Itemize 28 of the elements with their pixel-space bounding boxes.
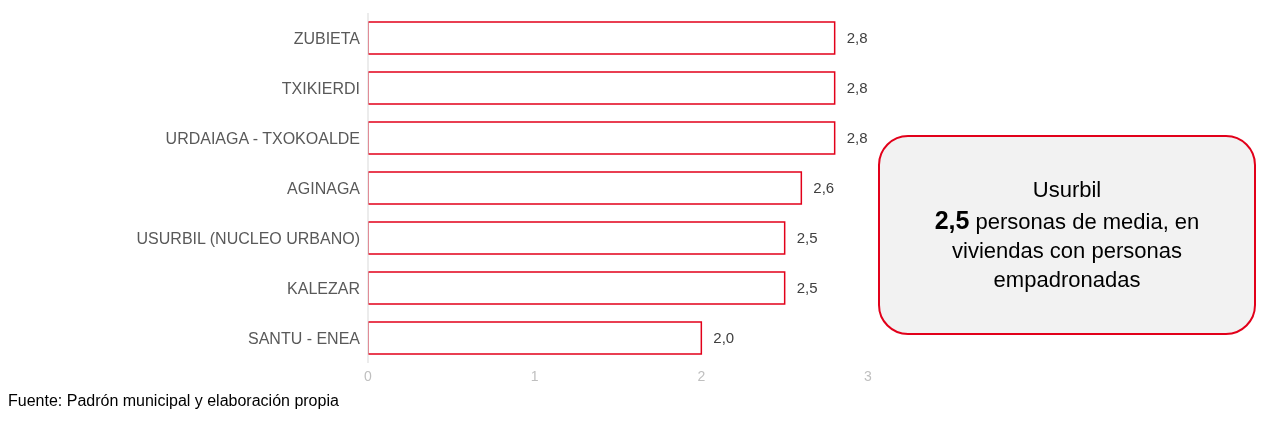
y-tick-label: URDAIAGA - TXOKOALDE <box>165 129 360 147</box>
data-label: 2,8 <box>846 79 868 97</box>
x-tick-label: 2 <box>697 367 706 384</box>
data-label: 2,6 <box>813 179 835 197</box>
x-tick-label: 0 <box>364 367 373 384</box>
data-label: 2,5 <box>796 279 818 297</box>
bar <box>368 221 786 255</box>
x-tick-label: 3 <box>864 367 873 384</box>
bar <box>368 121 836 155</box>
data-label: 2,0 <box>713 329 735 347</box>
y-tick-label: AGINAGA <box>287 179 361 197</box>
y-tick-label: SANTU - ENEA <box>247 329 361 347</box>
bar <box>368 71 836 105</box>
bar <box>368 271 786 305</box>
bar <box>368 171 803 205</box>
y-tick-label: KALEZAR <box>287 279 360 297</box>
text: 2,5 <box>934 206 970 235</box>
y-tick-label: TXIKIERDI <box>281 79 360 97</box>
bar <box>368 21 836 55</box>
data-label: 2,8 <box>846 29 868 47</box>
text: Usurbil <box>1032 175 1102 204</box>
y-tick-label: ZUBIETA <box>293 29 361 47</box>
y-tick-label: USURBIL (NUCLEO URBANO) <box>136 229 360 247</box>
data-label: 2,8 <box>846 129 868 147</box>
source-note: Fuente: Padrón municipal y elaboración propia <box>8 392 339 410</box>
bar <box>368 321 703 355</box>
data-label: 2,5 <box>796 229 818 247</box>
x-tick-label: 1 <box>530 367 539 384</box>
